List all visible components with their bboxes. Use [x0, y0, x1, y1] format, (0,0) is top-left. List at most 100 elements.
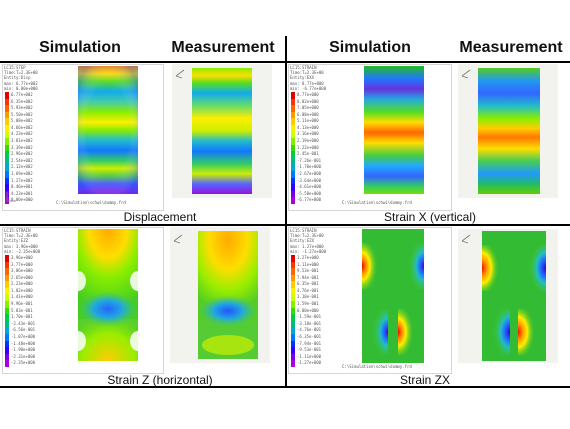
colorbar-swatch — [5, 281, 9, 288]
colorbar-swatch — [291, 294, 295, 302]
legend-value: 3.77e+000 — [11, 261, 33, 267]
meas-contour-displacement — [172, 64, 272, 198]
legend-value: 5.11e+000 — [297, 118, 319, 124]
colorbar-swatch — [5, 131, 9, 139]
legend-value: -4.76e-001 — [297, 327, 322, 333]
colorbar-swatch — [5, 118, 9, 125]
file-path-strain-zx: C:\Simulation\schwi\dummy.frd — [342, 364, 412, 369]
legend-value: -3.64e+000 — [297, 177, 322, 183]
legend-value: -1.70e+000 — [297, 164, 322, 170]
colorbar-swatch — [5, 144, 9, 152]
colorbar-swatch — [291, 287, 295, 295]
legend-value: -2.31e+000 — [11, 353, 36, 359]
colorbar-swatch — [5, 268, 9, 275]
legend-value: 5.93e+002 — [11, 105, 33, 111]
colorbar-swatch — [5, 333, 9, 341]
plot-header-strain-z: LC15:STRAIN Time:T=2.3E+00 Entity:EZZ — [4, 228, 38, 243]
colorbar-swatch — [5, 360, 9, 367]
sim-contour-strain-z — [74, 229, 142, 361]
colorbar-swatch — [291, 177, 295, 185]
colorbar-swatch — [5, 320, 9, 328]
sim-contour-strain-x — [364, 66, 424, 194]
grid-line-center — [285, 36, 287, 386]
colorbar-swatch — [5, 105, 9, 112]
colorbar-swatch — [291, 164, 295, 171]
colorbar-swatch — [5, 261, 9, 269]
legend-value: 6.35e-001 — [297, 281, 319, 287]
legend-value: 4.13e+000 — [297, 124, 319, 130]
colorbar-swatch — [5, 347, 9, 354]
legend-value: 0.00e+000 — [297, 307, 319, 313]
legend-value: 8.77e+000 — [297, 92, 319, 97]
colorbar-swatch — [291, 353, 295, 361]
colorbar-swatch — [5, 111, 9, 119]
colorbar-swatch — [291, 190, 295, 198]
caption-strain-x: Strain X (vertical) — [383, 210, 477, 224]
legend-value: 1.22e+000 — [297, 144, 319, 150]
legend-value: 3.39e+002 — [11, 144, 33, 150]
legend-value: -1.90e+000 — [11, 347, 36, 353]
legend-value: -6.35e-001 — [297, 333, 322, 339]
legend-value: 7.94e-001 — [297, 274, 319, 280]
legend-value: -1.27e+000 — [297, 360, 322, 366]
colorbar-swatch — [5, 151, 9, 158]
legend-value: -4.61e+000 — [297, 184, 322, 190]
caption-strain-zx: Strain ZX — [399, 373, 450, 387]
header-simulation-left: Simulation — [39, 39, 121, 56]
colorbar-swatch — [5, 184, 9, 191]
legend-value: 2.19e+000 — [297, 138, 319, 144]
legend-value: 2.96e+002 — [11, 151, 33, 157]
colorbar-swatch — [291, 138, 295, 145]
colorbar-swatch — [5, 353, 9, 361]
colorbar-swatch — [291, 261, 295, 269]
legend-value: 2.54e+002 — [11, 157, 33, 163]
colorbar-swatch — [291, 320, 295, 328]
legend-value: 9.96e-001 — [11, 301, 33, 307]
meas-contour-strain-zx — [458, 229, 558, 363]
legend-value: 1.69e+002 — [11, 170, 33, 176]
sim-contour-displacement — [78, 66, 138, 194]
legend-value: 8.46e+001 — [11, 184, 33, 190]
colorbar-swatch — [291, 197, 295, 204]
legend-value: 1.27e+002 — [11, 177, 33, 183]
legend-value: 5.50e+002 — [11, 111, 33, 117]
plot-header-strain-x: LC15:STRAIN Time:T=2.3E+00 Entity:EXX — [290, 65, 324, 80]
minmax-strain-z: max: 3.96e+000 min: -2.35e+000 — [4, 244, 41, 254]
colorbar-swatch — [291, 151, 295, 158]
colorbar-swatch — [5, 294, 9, 302]
legend-value: 1.59e-001 — [297, 301, 319, 307]
colorbar-swatch — [5, 177, 9, 185]
meas-contour-strain-x — [458, 64, 558, 198]
header-measurement-right: Measurement — [459, 39, 563, 56]
colorbar-swatch — [5, 327, 9, 334]
colorbar-swatch — [291, 274, 295, 282]
legend-value: 5.08e+002 — [11, 118, 33, 124]
legend-value: 2.65e+000 — [11, 274, 33, 280]
legend-value: 6.35e+002 — [11, 98, 33, 104]
legend-value: 8.02e+000 — [297, 98, 319, 104]
legend-value: -1.11e+000 — [297, 353, 322, 359]
legend-value: 0.00e+000 — [11, 197, 33, 203]
legend-value: -7.94e-001 — [297, 340, 322, 346]
colorbar-swatch — [5, 314, 9, 321]
colorbar-swatch — [291, 157, 295, 165]
legend-value: 9.53e-001 — [297, 268, 319, 274]
colorbar-swatch — [291, 360, 295, 367]
legend-value: 1.82e+000 — [11, 287, 33, 293]
header-simulation-right: Simulation — [329, 39, 411, 56]
colorbar-displacement — [5, 92, 9, 204]
colorbar-swatch — [5, 301, 9, 308]
colorbar-swatch — [5, 307, 9, 315]
legend-value: -1.59e-001 — [297, 314, 322, 320]
legend-value: -2.43e-001 — [11, 320, 36, 326]
colorbar-swatch — [291, 347, 295, 354]
legend-value: 3.16e+000 — [297, 131, 319, 137]
legend-value: 2.12e+002 — [11, 164, 33, 170]
axis-triad-icon — [6, 192, 16, 202]
legend-value: 6.77e+002 — [11, 92, 33, 97]
colorbar-swatch — [5, 340, 9, 348]
legend-value: 5.83e-001 — [11, 307, 33, 313]
colorbar-swatch — [291, 307, 295, 315]
legend-value: 4.66e+002 — [11, 124, 33, 130]
file-path-displacement: C:\Simulation\schwi\dummy.frd — [56, 200, 126, 205]
